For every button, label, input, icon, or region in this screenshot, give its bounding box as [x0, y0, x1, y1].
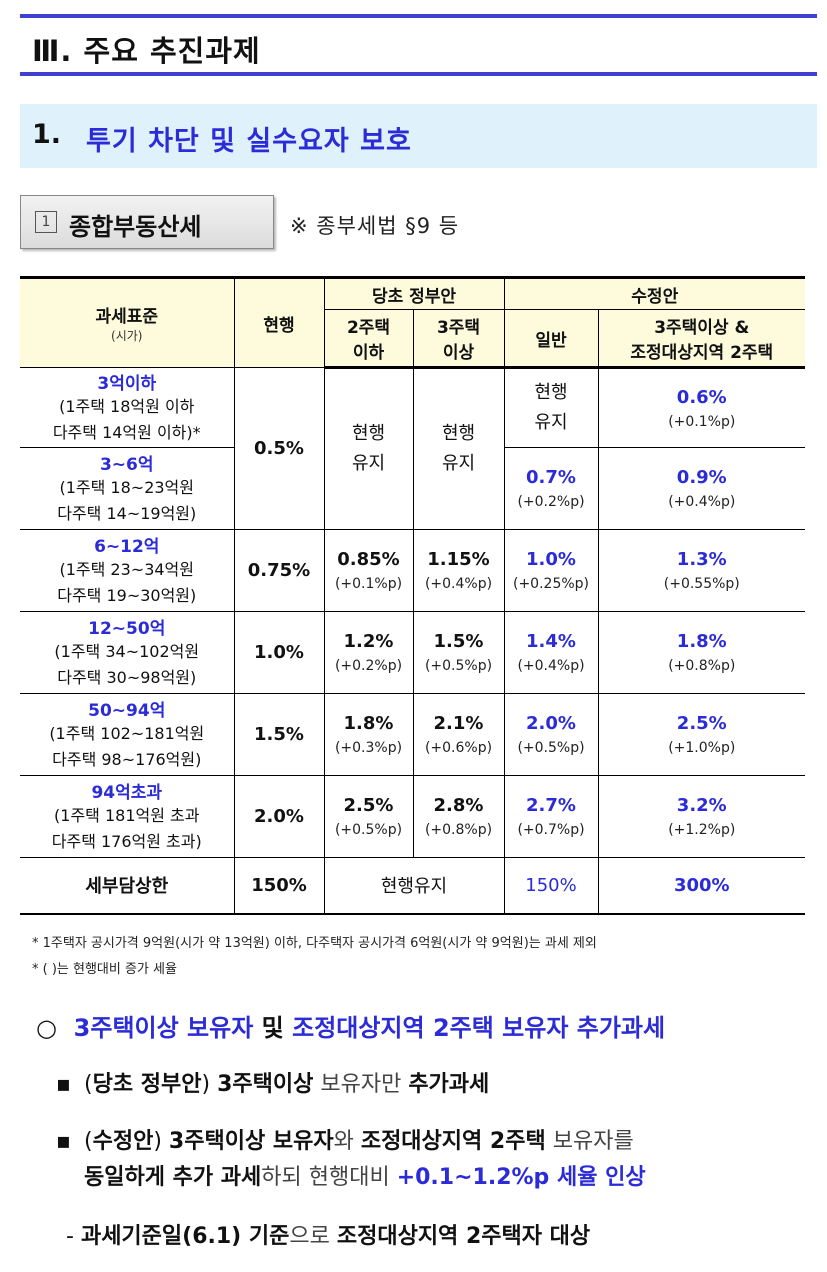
sub-bullet-revised: ▪ (수정안) 3주택이상 보유자와 조정대상지역 2주택 보유자를 동일하게 추…	[56, 1124, 816, 1196]
cell-current-merged: 0.5%	[233, 367, 325, 530]
table-row: 3억이하 (1주택 18억원 이하 다주택 14억원 이하)* 0.5% 현행 …	[20, 367, 806, 530]
section-title-bar: Ⅲ. 주요 추진과제	[20, 14, 817, 76]
cell-gov-le2: 1.2% (+0.2%p)	[323, 611, 414, 694]
cell-rev-special: 0.9% (+0.4%p)	[597, 447, 806, 530]
cell-gov-le2-merged: 현행 유지	[323, 367, 414, 530]
subtitle-number: 1.	[32, 119, 62, 150]
row-tax-base: 12~50억 (1주택 34~102억원 다주택 30~98억원)	[20, 611, 235, 694]
cell-gov-ge3-merged: 현행 유지	[412, 367, 505, 530]
header-gov-ge3: 3주택 이상	[412, 309, 505, 369]
topic-label-box: 1 종합부동산세	[20, 195, 274, 249]
header-gov-plan: 당초 정부안	[323, 277, 505, 310]
row-tax-base: 50~94억 (1주택 102~181억원 다주택 98~176억원)	[20, 693, 235, 776]
header-tax-base: 과세표준 (시가)	[20, 277, 235, 368]
square-bullet-icon: ▪	[56, 1129, 71, 1154]
cell-rev-general: 현행 유지	[503, 367, 599, 448]
table-row: 3~6억 (1주택 18~23억원 다주택 14~19억원) 0.7% (+0.…	[20, 447, 806, 530]
cell-gov-ge3: 2.1% (+0.6%p)	[412, 693, 505, 776]
cell-gov-le2: 0.85% (+0.1%p)	[323, 529, 414, 612]
cell-gov-ge3: 1.5% (+0.5%p)	[412, 611, 505, 694]
table-row: 12~50억 (1주택 34~102억원 다주택 30~98억원) 1.0% 1…	[20, 611, 806, 694]
cell-rev-special: 0.6% (+0.1%p)	[597, 367, 806, 448]
header-current: 현행	[233, 277, 325, 368]
table-row: 6~12억 (1주택 23~34억원 다주택 19~30억원) 0.75% 0.…	[20, 529, 806, 612]
cell-rev-general: 2.0% (+0.5%p)	[503, 693, 599, 776]
cell-rev-special: 1.3% (+0.55%p)	[597, 529, 806, 612]
cell-rev-general: 0.7% (+0.2%p)	[503, 447, 599, 530]
cell-current: 0.75%	[233, 529, 325, 612]
cell-rev-special: 1.8% (+0.8%p)	[597, 611, 806, 694]
law-reference-note: ※ 종부세법 §9 등	[290, 214, 460, 238]
table-row: 50~94억 (1주택 102~181억원 다주택 98~176억원) 1.5%…	[20, 693, 806, 776]
header-rev-general: 일반	[503, 309, 599, 369]
cap-rev-general: 150%	[503, 857, 599, 914]
row-tax-base: 6~12억 (1주택 23~34억원 다주택 19~30억원)	[20, 529, 235, 612]
cap-gov: 현행유지	[323, 857, 505, 914]
circle-bullet-icon: ○	[36, 1014, 57, 1042]
cell-gov-le2: 2.5% (+0.5%p)	[323, 775, 414, 858]
cell-rev-special: 2.5% (+1.0%p)	[597, 693, 806, 776]
square-bullet-icon: ▪	[56, 1072, 71, 1097]
sub-bullet-gov: ▪ (당초 정부안) 3주택이상 보유자만 추가과세	[56, 1072, 490, 1097]
dash-bullet-icon: -	[66, 1224, 74, 1249]
cell-current: 1.0%	[233, 611, 325, 694]
row-tax-base: 3억이하 (1주택 18억원 이하 다주택 14억원 이하)*	[20, 367, 235, 448]
cell-rev-general: 1.0% (+0.25%p)	[503, 529, 599, 612]
footnote-2: * ( )는 현행대비 증가 세율	[32, 962, 177, 977]
cell-gov-ge3: 1.15% (+0.4%p)	[412, 529, 505, 612]
cell-current: 1.5%	[233, 693, 325, 776]
tax-rate-table: 과세표준 (시가) 현행 당초 정부안 수정안 2주택 이하 3주택 이상 일반 3…	[20, 276, 806, 915]
cap-label: 세부담상한	[20, 857, 235, 914]
cap-rev-special: 300%	[597, 857, 806, 914]
cell-rev-special: 3.2% (+1.2%p)	[597, 775, 806, 858]
sub-bullet-basis: - 과세기준일(6.1) 기준으로 조정대상지역 2주택자 대상	[66, 1224, 591, 1249]
table-row: 94억초과 (1주택 181억원 초과 다주택 176억원 초과) 2.0% 2…	[20, 775, 806, 858]
cell-gov-ge3: 2.8% (+0.8%p)	[412, 775, 505, 858]
row-tax-base: 94억초과 (1주택 181억원 초과 다주택 176억원 초과)	[20, 775, 235, 858]
section-title: Ⅲ. 주요 추진과제	[32, 34, 261, 68]
topic-marker-icon: 1	[35, 211, 57, 233]
cell-rev-general: 1.4% (+0.4%p)	[503, 611, 599, 694]
subtitle-text: 투기 차단 및 실수요자 보호	[86, 126, 412, 157]
header-rev-special: 3주택이상 & 조정대상지역 2주택	[597, 309, 806, 369]
footnote-1: * 1주택자 공시가격 9억원(시가 약 13억원) 이하, 다주택자 공시가격…	[32, 936, 597, 951]
subtitle-bar: 1. 투기 차단 및 실수요자 보호	[20, 104, 817, 168]
header-gov-le2: 2주택 이하	[324, 309, 414, 369]
topic-label: 종합부동산세	[69, 213, 202, 241]
header-revised: 수정안	[503, 277, 806, 310]
cell-gov-le2: 1.8% (+0.3%p)	[323, 693, 414, 776]
main-bullet: ○ 3주택이상 보유자 및 조정대상지역 2주택 보유자 추가과세	[36, 1014, 666, 1042]
row-tax-base: 3~6억 (1주택 18~23억원 다주택 14~19억원)	[20, 447, 235, 530]
cell-rev-general: 2.7% (+0.7%p)	[503, 775, 599, 858]
cell-current: 2.0%	[233, 775, 325, 858]
cap-current: 150%	[233, 857, 325, 914]
table-row-cap: 세부담상한 150% 현행유지 150% 300%	[20, 857, 806, 914]
